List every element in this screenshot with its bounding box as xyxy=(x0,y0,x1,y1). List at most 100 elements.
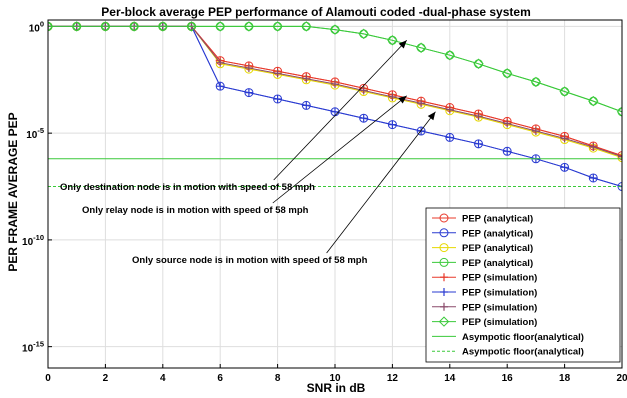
series-line-8 xyxy=(48,25,622,113)
legend-label: PEP (analytical) xyxy=(462,258,533,269)
legend-label: Asympotic floor(analytical) xyxy=(462,347,584,358)
data-point-series-8 xyxy=(329,24,341,35)
data-point-series-7 xyxy=(560,134,569,143)
annotation-label: Only source node is in motion with speed… xyxy=(132,255,368,266)
x-tick-label: 4 xyxy=(160,373,166,384)
legend-label: PEP (analytical) xyxy=(462,243,533,254)
x-axis-label: SNR in dB xyxy=(307,381,366,395)
legend-label: PEP (simulation) xyxy=(462,288,537,299)
x-tick-label: 0 xyxy=(45,373,51,384)
legend-label: Asympotic floor(analytical) xyxy=(462,332,584,343)
data-point-series-6 xyxy=(331,107,339,116)
data-point-series-7 xyxy=(474,112,483,121)
y-tick-label: 100 xyxy=(29,19,44,34)
data-point-series-8 xyxy=(157,21,169,32)
data-point-series-7 xyxy=(618,152,622,161)
annotation-arrowhead xyxy=(398,40,407,49)
legend-marker xyxy=(438,316,450,327)
data-point-series-8 xyxy=(473,58,484,69)
data-point-series-8 xyxy=(559,86,570,97)
data-point-series-7 xyxy=(244,64,253,73)
data-point-series-8 xyxy=(214,21,226,32)
annotation-arrow xyxy=(326,111,436,254)
x-tick-label: 10 xyxy=(329,373,341,384)
x-tick-label: 18 xyxy=(559,373,571,384)
data-point-series-8 xyxy=(358,28,369,40)
data-point-series-6 xyxy=(273,94,282,103)
data-point-series-8 xyxy=(588,95,599,107)
data-point-series-6 xyxy=(216,82,225,91)
plot-area: 0 2 4 6 8 10 12 14 16 18 20 100 10-5 10-10 10-15 Only d… xyxy=(22,19,627,384)
chart-title: Per-block average PEP performance of Ala… xyxy=(101,5,530,19)
data-point-series-8 xyxy=(186,21,197,32)
data-point-series-7 xyxy=(216,58,225,67)
legend-marker xyxy=(440,288,448,296)
y-tick-label: 10-10 xyxy=(22,233,44,248)
data-point-series-6 xyxy=(503,147,512,156)
data-point-series-7 xyxy=(589,143,598,152)
data-point-series-8 xyxy=(616,106,622,118)
data-point-series-6 xyxy=(244,88,253,97)
annotation-label: Only destination node is in motion with … xyxy=(60,182,315,193)
data-point-series-8 xyxy=(387,35,398,46)
data-point-series-6 xyxy=(589,173,598,182)
data-point-series-7 xyxy=(302,74,311,83)
legend-box xyxy=(425,207,621,363)
y-tick-label: 10-15 xyxy=(22,340,44,355)
legend-marker xyxy=(439,228,449,238)
data-point-series-6 xyxy=(388,120,397,129)
data-point-series-7 xyxy=(273,69,282,78)
data-point-series-7 xyxy=(445,105,454,114)
annotation-arrowhead xyxy=(427,111,436,121)
data-point-series-7 xyxy=(359,86,368,95)
data-point-series-7 xyxy=(503,119,512,128)
legend-marker xyxy=(440,273,448,282)
legend-marker xyxy=(439,243,449,253)
x-tick-label: 6 xyxy=(217,373,223,384)
annotation-arrowhead xyxy=(398,95,407,104)
data-point-series-7 xyxy=(388,92,397,101)
data-point-series-8 xyxy=(444,50,456,61)
data-point-series-8 xyxy=(501,68,513,79)
data-point-series-7 xyxy=(331,80,339,89)
x-tick-label: 14 xyxy=(444,373,456,384)
annotation-arrow xyxy=(273,40,408,181)
data-point-series-7 xyxy=(417,99,426,108)
data-point-series-7 xyxy=(531,127,540,136)
data-point-series-8 xyxy=(243,21,255,32)
legend: PEP (analytical) PEP (analytical) PEP (ana… xyxy=(425,207,621,363)
data-point-series-6 xyxy=(474,139,483,148)
x-tick-label: 20 xyxy=(616,373,627,384)
y-tick-label: 10-5 xyxy=(26,126,44,141)
series-group xyxy=(48,21,622,192)
data-point-series-6 xyxy=(560,163,569,172)
x-tick-label: 2 xyxy=(103,373,109,384)
data-point-series-6 xyxy=(359,114,368,123)
plot-border xyxy=(47,19,623,369)
annotation-arrow xyxy=(272,95,407,204)
x-tick-label: 8 xyxy=(275,373,281,384)
x-tick-label: 16 xyxy=(502,373,514,384)
legend-label: PEP (analytical) xyxy=(462,214,533,225)
y-axis-label: PER FRAME AVERAGE PEP xyxy=(6,112,20,271)
data-point-series-8 xyxy=(301,21,312,32)
data-point-series-6 xyxy=(445,133,454,142)
data-point-series-8 xyxy=(128,21,140,32)
legend-label: PEP (simulation) xyxy=(462,273,537,284)
data-point-series-8 xyxy=(71,21,82,32)
data-point-series-6 xyxy=(302,101,311,110)
legend-label: PEP (simulation) xyxy=(462,302,537,313)
legend-marker xyxy=(439,213,449,223)
legend-marker xyxy=(440,302,448,311)
legend-marker xyxy=(439,257,449,267)
data-point-series-8 xyxy=(100,21,111,32)
legend-label: PEP (analytical) xyxy=(462,228,533,239)
data-point-series-8 xyxy=(48,21,54,32)
legend-label: PEP (simulation) xyxy=(462,317,537,328)
x-tick-label: 12 xyxy=(387,373,399,384)
data-point-series-3 xyxy=(617,153,622,163)
data-point-series-8 xyxy=(530,76,542,88)
annotation-label: Only relay node is in motion with speed … xyxy=(82,205,309,216)
data-point-series-8 xyxy=(415,42,427,53)
